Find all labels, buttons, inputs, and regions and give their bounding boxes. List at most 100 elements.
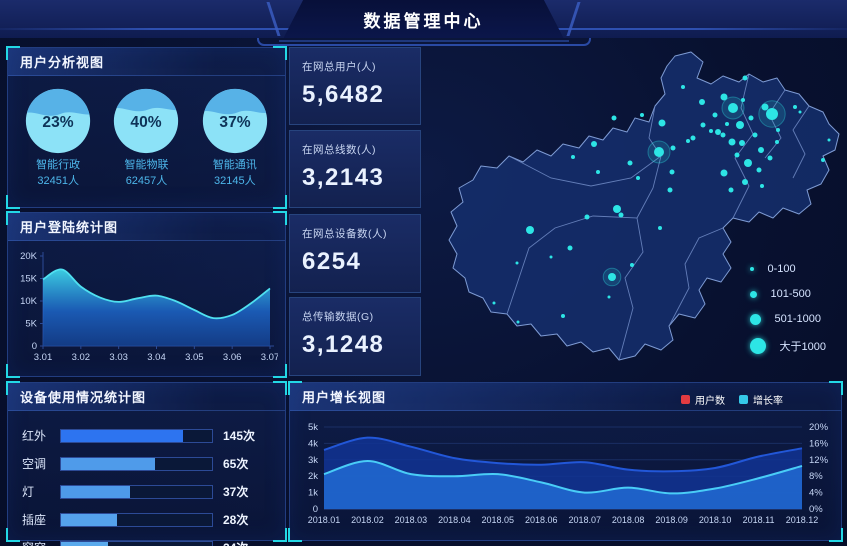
- svg-text:4%: 4%: [809, 488, 823, 499]
- panel-title-device-usage: 设备使用情况统计图: [8, 383, 285, 411]
- map-scatter-dots: [492, 75, 831, 324]
- corner-bracket-icon: [6, 46, 20, 60]
- svg-text:3.07: 3.07: [261, 352, 278, 363]
- corner-bracket-icon: [6, 211, 20, 225]
- bar-fill: [61, 541, 108, 546]
- corner-bracket-icon: [273, 528, 287, 542]
- svg-text:2018.01: 2018.01: [308, 515, 341, 525]
- gauge-label: 智能行政: [36, 159, 81, 171]
- legend-label: 大于1000: [779, 341, 826, 353]
- panel-login-stats: 用户登陆统计图 0 5K 10K 15K 20K 3.01 3.02 3.03 3.04 3.05…: [6, 211, 287, 378]
- svg-text:2018.03: 2018.03: [395, 515, 428, 525]
- gauge-count: 32145人: [214, 174, 256, 187]
- svg-text:2018.10: 2018.10: [699, 515, 732, 525]
- bar-fill: [61, 485, 131, 498]
- map-inner-borders: [506, 73, 810, 361]
- map-legend-item-3: 大于1000: [749, 338, 826, 354]
- device-bar-row: 窗帘 24次: [22, 539, 271, 546]
- corner-bracket-icon: [273, 364, 287, 378]
- legend-label: 101-500: [770, 288, 811, 300]
- corner-bracket-icon: [273, 381, 287, 395]
- bar-value-label: 145次: [223, 429, 256, 443]
- svg-text:20K: 20K: [20, 251, 38, 262]
- liquid-gauge-0: 23% 智能行政 32451人: [16, 84, 100, 190]
- svg-text:3k: 3k: [308, 455, 318, 466]
- panel-title-login-stats: 用户登陆统计图: [8, 213, 285, 241]
- stat-value: 5,6482: [302, 81, 385, 108]
- header-bar: 数据管理中心: [0, 0, 847, 38]
- stat-card-total-devices: 在网总设备数(人) 6254: [289, 214, 421, 293]
- bar-category-label: 空调: [22, 457, 47, 471]
- svg-text:20%: 20%: [809, 422, 829, 433]
- legend-item-users[interactable]: 用户数: [681, 392, 725, 407]
- device-bar-row: 空调 65次: [22, 455, 271, 472]
- svg-text:3.06: 3.06: [223, 352, 242, 363]
- corner-bracket-icon: [6, 381, 20, 395]
- svg-text:3.05: 3.05: [185, 352, 204, 363]
- legend-dot-icon: [749, 313, 761, 325]
- svg-text:2018.04: 2018.04: [438, 515, 471, 525]
- stat-value: 3,2143: [302, 164, 385, 191]
- page-title: 数据管理中心: [363, 11, 484, 31]
- login-area-chart: 0 5K 10K 15K 20K 3.01 3.02 3.03 3.04 3.05 3.06 3.07: [20, 251, 278, 363]
- bar-fill: [61, 457, 155, 470]
- svg-text:23%: 23%: [43, 114, 74, 131]
- map-legend-item-0: 0-100: [749, 263, 826, 275]
- bar-fill: [61, 513, 117, 526]
- svg-text:3.01: 3.01: [34, 352, 53, 363]
- liquid-gauge-group: 23% 智能行政 32451人 40% 智能物联 62457人 37% 智能通讯 32145人: [8, 76, 285, 190]
- bar-track: [60, 512, 213, 527]
- header-left-slash-decor: [266, 2, 281, 36]
- legend-dot-icon: [749, 290, 757, 298]
- svg-text:15K: 15K: [20, 274, 38, 285]
- stat-value: 3,1248: [302, 331, 385, 358]
- stat-label: 在网总用户(人): [302, 61, 376, 73]
- bar-value-label: 28次: [223, 513, 249, 527]
- header-bracket-decor: [256, 38, 591, 46]
- svg-text:5K: 5K: [25, 319, 37, 330]
- legend-label: 501-1000: [774, 313, 822, 325]
- legend-item-growth-rate[interactable]: 增长率: [739, 392, 783, 407]
- liquid-gauge-1: 40% 智能物联 62457人: [104, 84, 188, 190]
- svg-text:2018.11: 2018.11: [743, 515, 775, 525]
- bar-value-label: 37次: [223, 485, 249, 499]
- bar-track: [60, 540, 213, 546]
- legend-swatch-users: [681, 395, 690, 404]
- stat-label: 总传输数据(G): [302, 311, 374, 323]
- stat-label: 在网总线数(人): [302, 144, 376, 156]
- gauge-count: 62457人: [125, 174, 168, 187]
- svg-text:2018.09: 2018.09: [655, 515, 688, 525]
- legend-label: 用户数: [695, 396, 725, 407]
- svg-text:2018.07: 2018.07: [568, 515, 601, 525]
- corner-bracket-icon: [273, 211, 287, 225]
- svg-text:0%: 0%: [809, 504, 823, 515]
- corner-bracket-icon: [6, 528, 20, 542]
- header-title-plate: 数据管理中心: [283, 0, 564, 38]
- stat-value: 6254: [302, 248, 362, 275]
- liquid-gauge-2: 37% 智能通讯 32145人: [193, 84, 277, 190]
- header-bracket-line-decor: [278, 40, 569, 42]
- svg-text:37%: 37%: [219, 114, 250, 131]
- legend-swatch-growth-rate: [739, 395, 748, 404]
- svg-text:12%: 12%: [809, 455, 829, 466]
- svg-text:4k: 4k: [308, 438, 318, 449]
- svg-text:2018.12: 2018.12: [786, 515, 819, 525]
- corner-bracket-icon: [829, 528, 843, 542]
- svg-text:2018.02: 2018.02: [351, 515, 384, 525]
- bar-track: [60, 428, 213, 443]
- device-bar-row: 红外 145次: [22, 427, 271, 444]
- bar-category-label: 灯: [22, 485, 35, 499]
- corner-bracket-icon: [288, 381, 302, 395]
- stat-card-total-data: 总传输数据(G) 3,1248: [289, 297, 421, 376]
- device-bar-row: 灯 37次: [22, 483, 271, 500]
- bar-category-label: 插座: [22, 513, 47, 527]
- bar-category-label: 红外: [22, 429, 47, 443]
- bar-fill: [61, 429, 184, 442]
- region-map: 0-100 101-500 501-1000 大于1000: [425, 40, 840, 378]
- corner-bracket-icon: [273, 46, 287, 60]
- map-legend-item-2: 501-1000: [749, 313, 826, 325]
- svg-text:2018.08: 2018.08: [612, 515, 645, 525]
- growth-area-chart: 0 1k 2k 3k 4k 5k 0% 4% 8% 12% 16% 20% 2018.01 2018.02…: [308, 422, 829, 525]
